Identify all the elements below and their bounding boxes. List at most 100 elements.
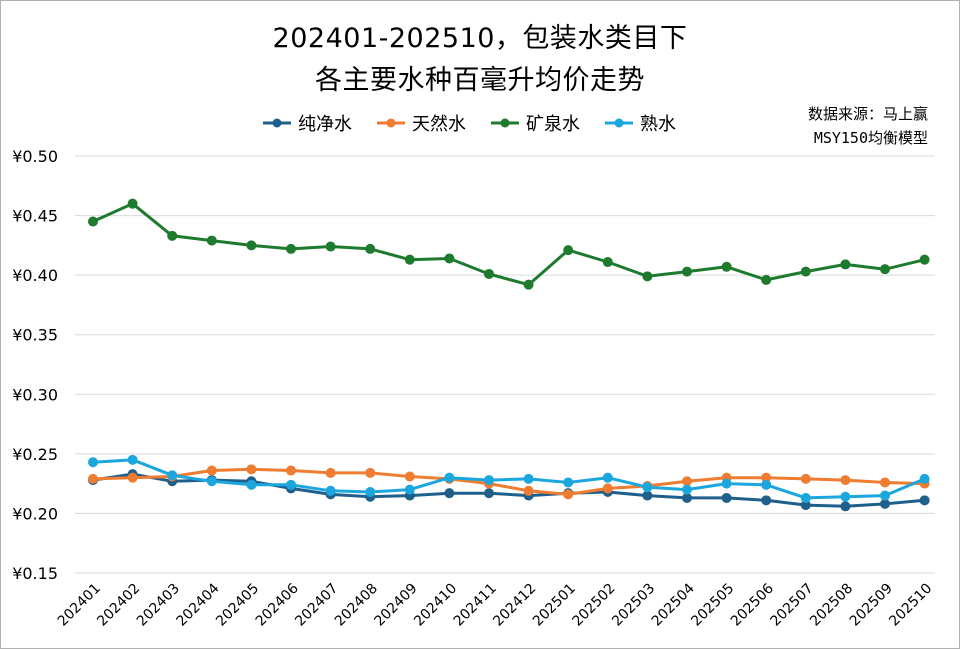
x-tick-label: 202402: [94, 581, 143, 630]
data-point: [642, 271, 653, 282]
data-point: [761, 479, 772, 490]
data-point: [919, 495, 930, 506]
data-point: [444, 488, 455, 499]
data-point: [444, 472, 455, 483]
y-tick-label: ¥0.30: [12, 385, 58, 404]
series-line-3: [92, 458, 926, 500]
x-tick-label: 202406: [253, 580, 302, 629]
legend-line-marker-icon: [263, 118, 291, 128]
x-tick-label: 202408: [332, 581, 381, 630]
data-point: [88, 216, 98, 227]
data-point: [88, 473, 98, 484]
y-tick-label: ¥0.15: [12, 564, 58, 583]
x-tick-label: 202501: [530, 581, 579, 630]
data-point: [840, 491, 851, 502]
data-point: [523, 473, 534, 484]
data-point: [602, 483, 613, 494]
data-point: [365, 467, 376, 478]
source-note-line2: MSY150均衡模型: [813, 129, 928, 147]
data-point: [404, 471, 415, 482]
data-point: [761, 495, 772, 506]
data-point: [484, 488, 494, 499]
x-tick-label: 202405: [213, 581, 262, 630]
data-point: [365, 486, 376, 497]
data-point: [721, 478, 732, 489]
x-tick-label: 202504: [649, 580, 698, 629]
data-point: [286, 243, 296, 254]
legend-line-marker-icon: [605, 118, 633, 128]
data-point: [563, 245, 574, 256]
data-point: [602, 257, 613, 268]
data-point: [642, 490, 653, 501]
data-point: [88, 457, 98, 468]
chart-title-line1: 202401-202510，包装水类目下: [272, 23, 688, 54]
data-point: [286, 479, 296, 490]
legend-label: 熟水: [640, 114, 676, 135]
data-point: [682, 492, 692, 503]
data-point: [246, 464, 257, 475]
legend-label: 纯净水: [298, 114, 352, 135]
data-point: [127, 454, 138, 465]
x-tick-label: 202505: [688, 581, 737, 630]
x-tick-label: 202509: [847, 581, 896, 630]
data-point: [721, 261, 732, 272]
data-point: [761, 274, 772, 285]
series-line-0: [92, 472, 925, 508]
data-point: [800, 266, 811, 277]
y-tick-label: ¥0.45: [12, 207, 58, 226]
data-point: [325, 485, 336, 496]
data-point: [682, 484, 692, 495]
chart-title-line2: 各主要水种百毫升均价走势: [315, 65, 645, 96]
x-tick-label: 202409: [372, 581, 421, 630]
y-tick-label: ¥0.40: [12, 266, 58, 285]
x-tick-label: 202412: [490, 581, 539, 630]
legend-item: 熟水: [604, 110, 676, 136]
series-line-1: [92, 467, 925, 496]
series-line-2: [92, 202, 925, 287]
data-point: [325, 241, 336, 252]
legend-item: 纯净水: [262, 110, 352, 136]
data-point: [840, 501, 851, 512]
x-tick-label: 202410: [411, 581, 460, 630]
data-point: [286, 465, 296, 476]
source-note-line1: 数据来源：马上赢: [807, 105, 928, 123]
x-tick-label: 202401: [55, 581, 104, 630]
x-tick-label: 202508: [807, 581, 856, 630]
data-point: [682, 476, 692, 487]
data-point: [919, 473, 930, 484]
x-tick-label: 202506: [728, 580, 777, 629]
data-point: [246, 479, 257, 490]
data-point: [206, 235, 217, 246]
data-point: [602, 472, 613, 483]
data-point: [840, 259, 851, 270]
data-point: [365, 243, 376, 254]
x-tick-label: 202404: [174, 580, 223, 629]
legend-label: 天然水: [412, 114, 466, 135]
data-point: [127, 472, 138, 483]
data-point: [484, 475, 494, 486]
data-point: [206, 465, 217, 476]
y-tick-label: ¥0.25: [12, 445, 58, 464]
data-point: [800, 473, 811, 484]
data-point: [523, 279, 534, 290]
data-point: [404, 254, 415, 265]
data-point: [563, 489, 574, 500]
x-tick-label: 202510: [886, 581, 935, 630]
data-point: [523, 485, 534, 496]
data-point: [404, 484, 415, 495]
x-tick-label: 202507: [768, 581, 817, 630]
x-tick-label: 202403: [134, 581, 183, 630]
data-point: [880, 498, 890, 509]
data-point: [682, 266, 692, 277]
data-point: [444, 253, 455, 264]
data-point: [484, 268, 494, 279]
legend-line-marker-icon: [377, 118, 405, 128]
y-tick-label: ¥0.20: [12, 504, 58, 523]
data-point: [840, 475, 851, 486]
x-tick-label: 202411: [451, 581, 500, 630]
data-point: [880, 490, 890, 501]
data-point: [563, 477, 574, 488]
data-point: [206, 476, 217, 487]
